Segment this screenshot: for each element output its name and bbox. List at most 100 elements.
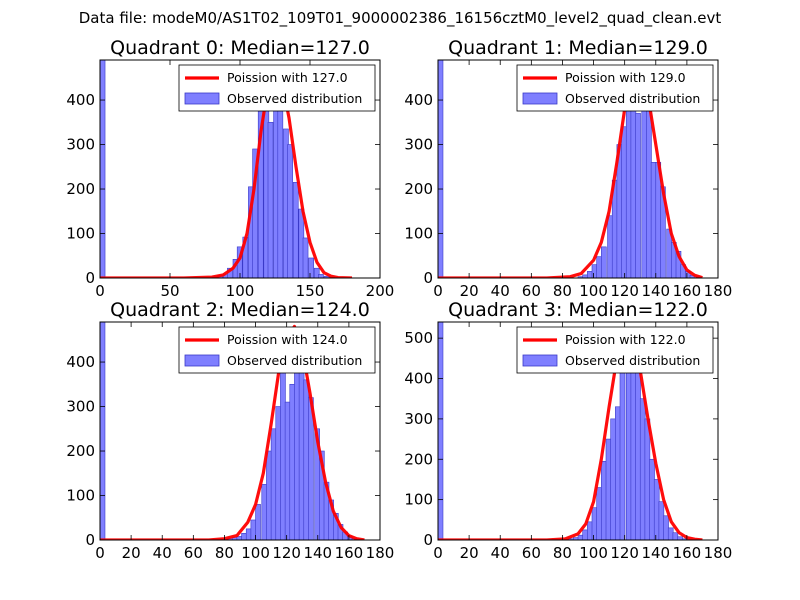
histogram-bar bbox=[261, 484, 268, 540]
histogram-bar bbox=[275, 406, 282, 540]
histogram-bar bbox=[596, 256, 602, 278]
y-tick-label: 300 bbox=[404, 136, 433, 154]
x-tick-label: 60 bbox=[184, 544, 203, 562]
histogram-bar bbox=[287, 144, 293, 278]
y-tick-label: 0 bbox=[423, 269, 433, 287]
x-tick-label: 140 bbox=[641, 282, 670, 300]
histogram-bar bbox=[308, 257, 314, 278]
quadrant-2-chart: 0 20 40 60 80 100 120 140 160 1800100200300400Qua… bbox=[66, 299, 394, 562]
panel-title: Quadrant 1: Median=129.0 bbox=[448, 37, 708, 59]
y-tick-label: 0 bbox=[85, 269, 95, 287]
histogram-bar bbox=[607, 215, 613, 278]
plot-area bbox=[438, 322, 703, 540]
histogram-bar bbox=[294, 357, 300, 540]
histogram-bar bbox=[302, 237, 309, 278]
histogram-bar bbox=[303, 379, 310, 540]
histogram-bar bbox=[280, 366, 286, 540]
histogram-bar bbox=[577, 534, 584, 540]
y-tick-label: 200 bbox=[404, 450, 433, 468]
histogram-bar bbox=[596, 487, 602, 540]
x-tick-label: 80 bbox=[553, 544, 572, 562]
x-tick-label: 100 bbox=[579, 544, 608, 562]
y-tick-label: 400 bbox=[404, 91, 433, 109]
plot-area bbox=[438, 60, 703, 278]
axes-frame bbox=[99, 321, 381, 541]
histogram-bar bbox=[653, 479, 660, 540]
x-tick-label: 180 bbox=[704, 544, 733, 562]
y-tick-label: 300 bbox=[404, 410, 433, 428]
axes-frame bbox=[437, 321, 719, 541]
y-tick-label: 200 bbox=[66, 180, 95, 198]
histogram-bar bbox=[255, 504, 261, 540]
panel-title: Quadrant 0: Median=127.0 bbox=[110, 37, 370, 59]
histogram-bar bbox=[292, 182, 299, 278]
histogram-bar bbox=[667, 527, 674, 540]
legend-line-label: Poission with 124.0 bbox=[227, 332, 348, 347]
x-tick-label: 50 bbox=[160, 282, 179, 300]
histogram-bar bbox=[601, 460, 607, 540]
histogram-bar bbox=[591, 507, 598, 540]
histogram-bar bbox=[635, 358, 641, 540]
x-tick-label: 100 bbox=[226, 282, 255, 300]
x-tick-label: 180 bbox=[366, 544, 395, 562]
x-tick-label: 40 bbox=[491, 282, 510, 300]
histogram-bar bbox=[635, 113, 641, 278]
x-tick-label: 20 bbox=[460, 282, 479, 300]
histogram-bar bbox=[658, 501, 665, 540]
y-tick-label: 0 bbox=[85, 531, 95, 549]
legend: Poission with 129.0 Observed distribution bbox=[516, 64, 714, 112]
x-tick-label: 160 bbox=[335, 544, 364, 562]
legend-patch-label: Observed distribution bbox=[565, 91, 700, 106]
x-tick-label: 200 bbox=[366, 282, 395, 300]
x-tick-label: 140 bbox=[641, 544, 670, 562]
histogram-bar bbox=[625, 86, 632, 278]
legend-line-label: Poission with 122.0 bbox=[565, 332, 686, 347]
histogram-bar bbox=[601, 246, 607, 278]
x-tick-label: 20 bbox=[460, 544, 479, 562]
axes-frame bbox=[437, 59, 719, 279]
legend-patch-swatch bbox=[522, 354, 558, 367]
x-tick-label: 150 bbox=[296, 282, 325, 300]
legend-line-label: Poission with 129.0 bbox=[565, 70, 686, 85]
histogram-bar bbox=[318, 274, 324, 278]
x-tick-label: 40 bbox=[491, 544, 510, 562]
x-tick-label: 160 bbox=[673, 544, 702, 562]
legend-patch-swatch bbox=[184, 354, 220, 367]
x-tick-label: 0 bbox=[95, 282, 105, 300]
y-tick-label: 500 bbox=[404, 329, 433, 347]
x-tick-label: 160 bbox=[673, 282, 702, 300]
x-tick-label: 60 bbox=[522, 544, 541, 562]
plot-area bbox=[100, 60, 353, 278]
x-tick-label: 0 bbox=[95, 544, 105, 562]
y-tick-label: 100 bbox=[404, 491, 433, 509]
histogram-bar bbox=[266, 450, 272, 540]
histogram-bar bbox=[630, 370, 637, 540]
histogram-bar bbox=[610, 418, 616, 540]
histogram-bar bbox=[241, 533, 247, 540]
y-tick-label: 100 bbox=[66, 487, 95, 505]
quadrant-0-chart: 0 50 100 150 200 0 100 200 300 400 Quadrant 0: Med… bbox=[66, 37, 394, 300]
y-tick-label: 300 bbox=[66, 398, 95, 416]
legend: Poission with 122.0 Observed distribution bbox=[516, 326, 714, 374]
quadrant-1-chart: 0 20 40 60 80 100 120 140 160 1800100200300400Qua… bbox=[404, 37, 732, 300]
histogram-bar bbox=[289, 383, 296, 540]
y-tick-label: 400 bbox=[66, 353, 95, 371]
histogram-bar bbox=[284, 401, 291, 540]
histogram-bar bbox=[270, 428, 277, 540]
x-tick-label: 20 bbox=[122, 544, 141, 562]
histogram-bar bbox=[605, 438, 612, 540]
x-tick-label: 120 bbox=[272, 544, 301, 562]
histogram-bar bbox=[100, 60, 106, 278]
x-tick-label: 80 bbox=[215, 544, 234, 562]
histogram-bar bbox=[267, 121, 274, 278]
legend-patch-label: Observed distribution bbox=[565, 353, 700, 368]
histogram-bar bbox=[100, 322, 106, 540]
legend-patch-label: Observed distribution bbox=[227, 353, 362, 368]
figure-title: Data file: modeM0/AS1T02_109T01_90000023… bbox=[79, 9, 722, 28]
legend: Poission with 124.0 Observed distribution bbox=[178, 326, 376, 374]
legend-patch-swatch bbox=[184, 92, 220, 105]
y-tick-label: 400 bbox=[404, 370, 433, 388]
x-tick-label: 140 bbox=[303, 544, 332, 562]
x-tick-label: 0 bbox=[433, 544, 443, 562]
